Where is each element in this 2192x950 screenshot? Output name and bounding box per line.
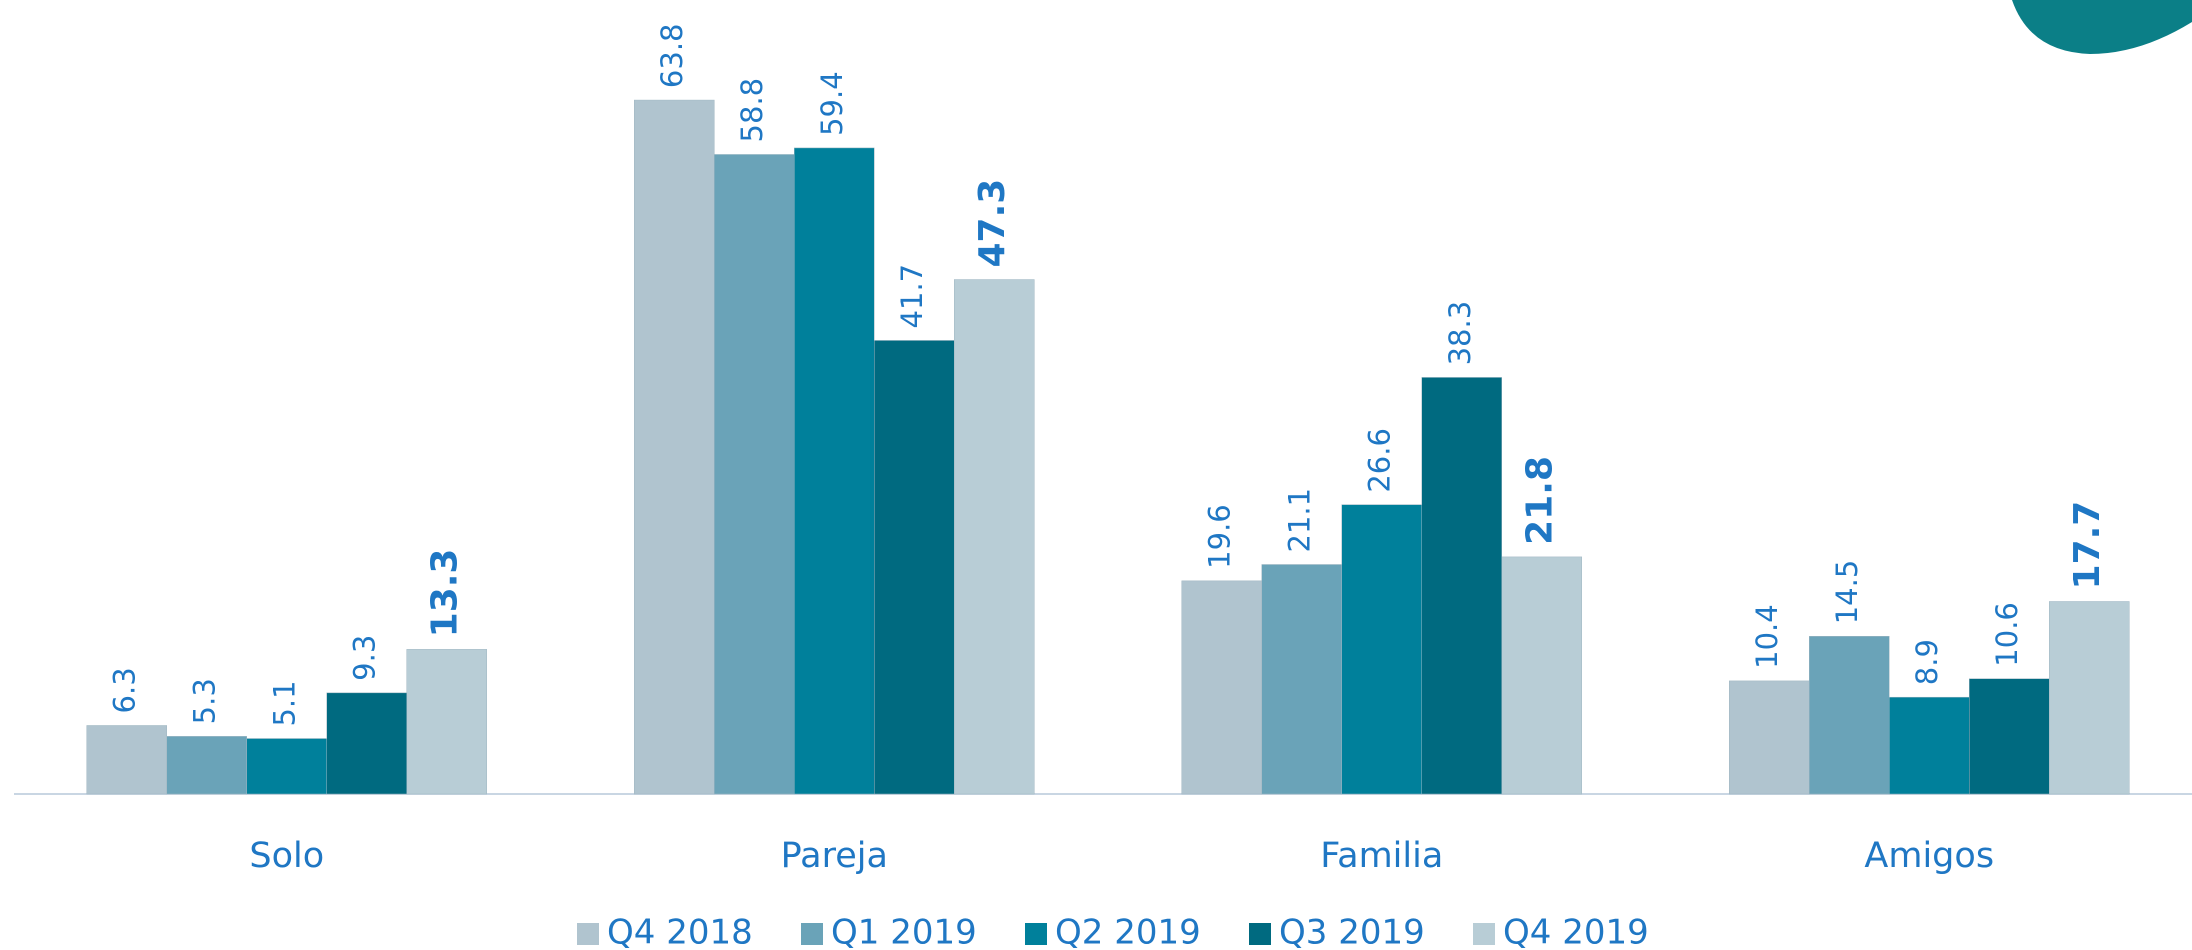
value-label: 21.8: [1520, 456, 1561, 545]
bar: [1181, 580, 1262, 795]
value-label: 38.3: [1443, 301, 1477, 366]
bar: [1809, 636, 1890, 795]
bar: [1729, 680, 1810, 795]
value-label: 10.4: [1750, 604, 1784, 669]
bar: [326, 692, 407, 795]
value-label: 63.8: [655, 23, 689, 88]
x-tick-label: Amigos: [1864, 836, 1994, 876]
bar: [954, 279, 1035, 795]
legend-label: Q3 2019: [1279, 913, 1425, 950]
value-label: 59.4: [815, 71, 849, 136]
bar: [1421, 377, 1502, 795]
legend-swatch: [1025, 923, 1047, 945]
value-label: 6.3: [108, 667, 142, 713]
bar: [86, 725, 167, 795]
value-label: 5.3: [188, 678, 222, 724]
value-label: 13.3: [425, 549, 466, 638]
value-label: 21.1: [1283, 488, 1317, 553]
value-label: 17.7: [2067, 501, 2108, 590]
bar: [634, 99, 715, 795]
bar: [794, 147, 875, 795]
value-label: 26.6: [1363, 428, 1397, 493]
legend-label: Q4 2019: [1503, 913, 1649, 950]
bar: [1501, 556, 1582, 795]
value-label: 8.9: [1910, 639, 1944, 685]
bar: [1889, 696, 1970, 795]
legend-swatch: [1473, 923, 1495, 945]
bar: [246, 738, 327, 795]
legend-label: Q1 2019: [831, 913, 977, 950]
legend-swatch: [577, 923, 599, 945]
decoration: [2012, 0, 2192, 54]
bar: [874, 340, 955, 795]
legend-label: Q4 2018: [607, 913, 753, 950]
value-label: 47.3: [972, 179, 1013, 268]
bar: [2049, 601, 2130, 795]
value-label: 58.8: [735, 78, 769, 143]
legend-swatch: [801, 923, 823, 945]
value-label: 5.1: [268, 680, 302, 726]
value-label: 10.6: [1990, 602, 2024, 667]
value-label: 19.6: [1203, 504, 1237, 569]
bar: [1341, 504, 1422, 795]
x-tick-label: Familia: [1320, 836, 1443, 876]
value-label: 14.5: [1830, 560, 1864, 625]
legend-swatch: [1249, 923, 1271, 945]
value-label: 41.7: [895, 264, 929, 329]
x-tick-label: Solo: [249, 836, 324, 876]
x-tick-label: Pareja: [781, 836, 888, 876]
bar: [1261, 564, 1342, 795]
value-label: 9.3: [348, 635, 382, 681]
bar: [166, 736, 247, 795]
bar: [406, 649, 487, 795]
legend-label: Q2 2019: [1055, 913, 1201, 950]
bar: [714, 154, 795, 795]
bar: [1969, 678, 2050, 795]
